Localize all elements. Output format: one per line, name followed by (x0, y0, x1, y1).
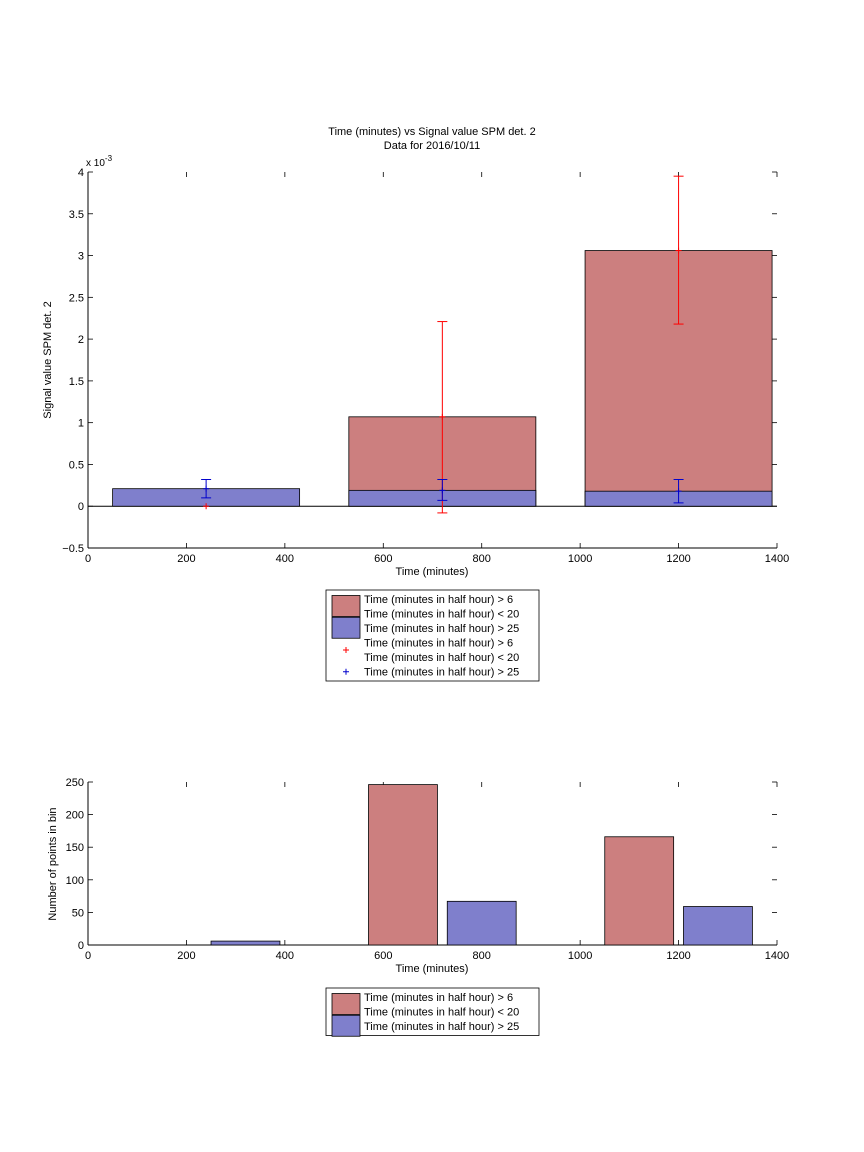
bottom-y-tick-label: 250 (66, 777, 84, 789)
bottom-x-tick-label: 800 (473, 950, 491, 962)
bottom-x-tick-label: 0 (85, 950, 91, 962)
top-legend-box (325, 589, 540, 682)
top-y-tick-label: 4 (78, 167, 84, 179)
chart-top-title: Time (minutes) vs Signal value SPM det. … (328, 126, 535, 138)
top-x-tick-label: 600 (374, 553, 392, 565)
bottom-bar-blue-0 (210, 940, 281, 946)
top-legend-label: Time (minutes in half hour) > 25 (364, 667, 519, 679)
bottom-legend-label: Time (minutes in half hour) > 25 (364, 1021, 519, 1033)
chart-top-subtitle: Data for 2016/10/11 (384, 140, 480, 152)
top-legend-patch-blue (331, 616, 361, 639)
bottom-legend-patch-red (331, 993, 361, 1015)
chart-top-legend: Time (minutes in half hour) > 6 Time (min… (325, 589, 540, 682)
top-y-tick-label: 3.5 (69, 209, 84, 221)
bottom-x-tick-label: 200 (177, 950, 195, 962)
top-legend-label: Time (minutes in half hour) < 20 (364, 609, 519, 621)
top-legend-label: Time (minutes in half hour) > 6 (364, 594, 513, 606)
bottom-y-tick-label: 150 (66, 842, 84, 854)
top-x-tick-label: 800 (473, 553, 491, 565)
top-y-tick-label: 2 (78, 334, 84, 346)
bottom-legend-box (325, 987, 540, 1036)
chart-bottom-ylabel: Number of points in bin (47, 807, 59, 920)
top-y-tick-label: 0 (78, 501, 84, 513)
bottom-x-tick-label: 400 (276, 950, 294, 962)
bottom-y-tick-label: 100 (66, 875, 84, 887)
top-legend-patch-red (331, 595, 361, 617)
chart-bottom-legend: Time (minutes in half hour) > 6 Time (min… (325, 987, 540, 1037)
top-legend-label: Time (minutes in half hour) > 6 (364, 638, 513, 650)
top-y-tick-label: 1 (78, 418, 84, 430)
chart-top-plot: 0 200 400 600 800 1000 1200 1400−0.500.511.522.… (62, 167, 789, 565)
chart-bottom-plot: 0 200 400 600 800 1000 1200 1400 0 50 100 150 200 250 (66, 777, 790, 962)
top-x-tick-label: 1400 (765, 553, 789, 565)
chart-top-y-exponent: x 10-3 (86, 154, 113, 169)
bottom-legend-label: Time (minutes in half hour) < 20 (364, 1007, 519, 1019)
bottom-bar-red-3 (604, 836, 675, 946)
bottom-y-tick-label: 200 (66, 810, 84, 822)
top-y-tick-label: 3 (78, 251, 84, 263)
bottom-legend-label: Time (minutes in half hour) > 6 (364, 992, 513, 1004)
bottom-x-tick-label: 1000 (568, 950, 592, 962)
chart-top-xlabel: Time (minutes) (396, 566, 469, 578)
chart-bottom-xlabel: Time (minutes) (396, 963, 469, 975)
bottom-x-tick-label: 1400 (765, 950, 789, 962)
top-legend-label: Time (minutes in half hour) > 25 (364, 623, 519, 635)
bottom-x-tick-label: 600 (374, 950, 392, 962)
top-x-tick-label: 400 (276, 553, 294, 565)
top-legend-label: Time (minutes in half hour) < 20 (364, 652, 519, 664)
top-y-tick-label: 2.5 (69, 292, 84, 304)
bottom-bar-blue-2 (446, 900, 517, 946)
bottom-legend-patch-blue (331, 1014, 361, 1037)
bottom-y-tick-label: 50 (72, 907, 84, 919)
chart-bottom: 0 200 400 600 800 1000 1200 1400 0 50 100 150 200 250… (47, 777, 790, 1037)
bottom-x-tick-label: 1200 (666, 950, 690, 962)
chart-top-ylabel: Signal value SPM det. 2 (42, 301, 54, 418)
top-x-tick-label: 1000 (568, 553, 592, 565)
top-y-tick-label: −0.5 (62, 543, 84, 555)
chart-top: Time (minutes) vs Signal value SPM det. … (42, 126, 789, 682)
top-x-tick-label: 200 (177, 553, 195, 565)
bottom-bar-red-1 (368, 784, 438, 946)
top-x-tick-label: 1200 (666, 553, 690, 565)
bottom-y-tick-label: 0 (78, 940, 84, 952)
bottom-bar-blue-4 (683, 906, 753, 946)
top-y-tick-label: 0.5 (69, 459, 84, 471)
top-x-tick-label: 0 (85, 553, 91, 565)
top-y-tick-label: 1.5 (69, 376, 84, 388)
